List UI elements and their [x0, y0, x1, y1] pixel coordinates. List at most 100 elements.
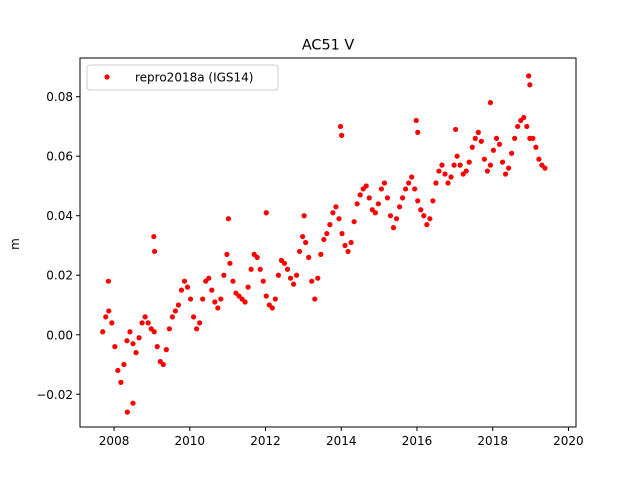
data-point	[363, 183, 369, 189]
y-tick-label: 0.08	[46, 90, 73, 104]
data-point	[393, 216, 400, 222]
data-point	[290, 281, 297, 287]
x-tick-label: 2012	[250, 434, 281, 448]
data-point	[145, 320, 151, 326]
data-point	[151, 329, 157, 335]
data-point	[133, 350, 139, 356]
data-point	[493, 135, 500, 141]
data-point	[181, 278, 188, 284]
data-point	[509, 150, 515, 156]
data-point	[351, 219, 357, 225]
data-point	[121, 361, 127, 368]
data-point	[475, 129, 481, 135]
data-point	[496, 141, 503, 147]
data-point	[215, 305, 221, 311]
data-point	[366, 195, 372, 201]
data-point	[448, 174, 454, 180]
data-point	[130, 341, 136, 347]
data-point	[427, 216, 433, 222]
data-point	[224, 251, 230, 257]
data-point	[530, 135, 536, 141]
data-point	[284, 266, 291, 272]
data-point	[315, 275, 321, 281]
data-point	[399, 195, 406, 201]
data-point	[372, 210, 378, 216]
data-point	[106, 308, 112, 314]
x-tick-label: 2018	[477, 434, 508, 448]
data-point	[466, 159, 472, 165]
data-point	[206, 275, 212, 281]
data-point	[200, 296, 206, 302]
data-point	[103, 314, 109, 320]
data-point	[390, 225, 397, 231]
data-point	[396, 204, 403, 210]
data-point	[415, 198, 421, 204]
data-point	[100, 329, 106, 335]
data-point	[136, 335, 142, 341]
data-point	[105, 278, 111, 284]
data-point	[227, 260, 233, 266]
legend-box	[86, 64, 279, 91]
data-point	[139, 320, 145, 326]
data-point	[166, 326, 172, 332]
data-point	[348, 239, 354, 246]
data-point	[536, 156, 542, 162]
data-point	[187, 296, 194, 302]
data-point	[169, 314, 175, 320]
data-point	[445, 180, 451, 186]
data-point	[418, 207, 424, 213]
data-point	[209, 287, 215, 293]
data-point	[506, 165, 512, 171]
data-point	[457, 162, 463, 168]
data-point	[287, 275, 294, 281]
data-point	[542, 165, 548, 171]
y-tick-label: 0.06	[46, 150, 73, 164]
data-point	[403, 186, 409, 192]
data-point	[333, 204, 339, 210]
y-tick-label: 0.00	[46, 328, 73, 342]
legend-marker	[104, 74, 110, 80]
data-point	[526, 73, 532, 79]
data-point	[300, 233, 306, 240]
data-point	[469, 144, 475, 150]
data-point	[478, 138, 484, 144]
data-point	[512, 135, 518, 141]
data-point	[293, 272, 300, 278]
data-point	[269, 305, 275, 311]
data-point	[521, 114, 527, 121]
data-point	[453, 126, 459, 133]
data-point	[527, 82, 533, 88]
data-point	[275, 272, 281, 278]
data-point	[463, 168, 469, 174]
chart-title: AC51 V	[302, 38, 355, 54]
data-point	[212, 299, 218, 305]
y-tick-label: 0.02	[46, 269, 73, 283]
data-point	[413, 117, 419, 124]
data-point	[499, 159, 506, 165]
y-tick-label: −0.02	[36, 388, 73, 402]
data-point	[312, 296, 318, 302]
data-point	[357, 192, 363, 198]
data-point	[218, 296, 224, 302]
data-point	[421, 213, 427, 219]
data-point	[172, 308, 179, 314]
data-point	[151, 248, 158, 255]
data-point	[142, 314, 148, 320]
data-point	[225, 216, 232, 222]
data-point	[378, 186, 384, 192]
data-point	[415, 129, 421, 135]
data-point	[484, 168, 490, 174]
data-point	[424, 222, 430, 228]
data-point	[112, 344, 118, 350]
data-point	[487, 100, 494, 106]
data-point	[309, 278, 315, 284]
y-tick-label: 0.04	[46, 209, 73, 223]
data-point	[245, 284, 251, 290]
data-point	[175, 302, 182, 308]
data-point	[502, 171, 509, 177]
data-point	[221, 272, 227, 278]
data-point	[533, 144, 539, 150]
data-point	[490, 147, 497, 153]
data-point	[230, 278, 236, 284]
